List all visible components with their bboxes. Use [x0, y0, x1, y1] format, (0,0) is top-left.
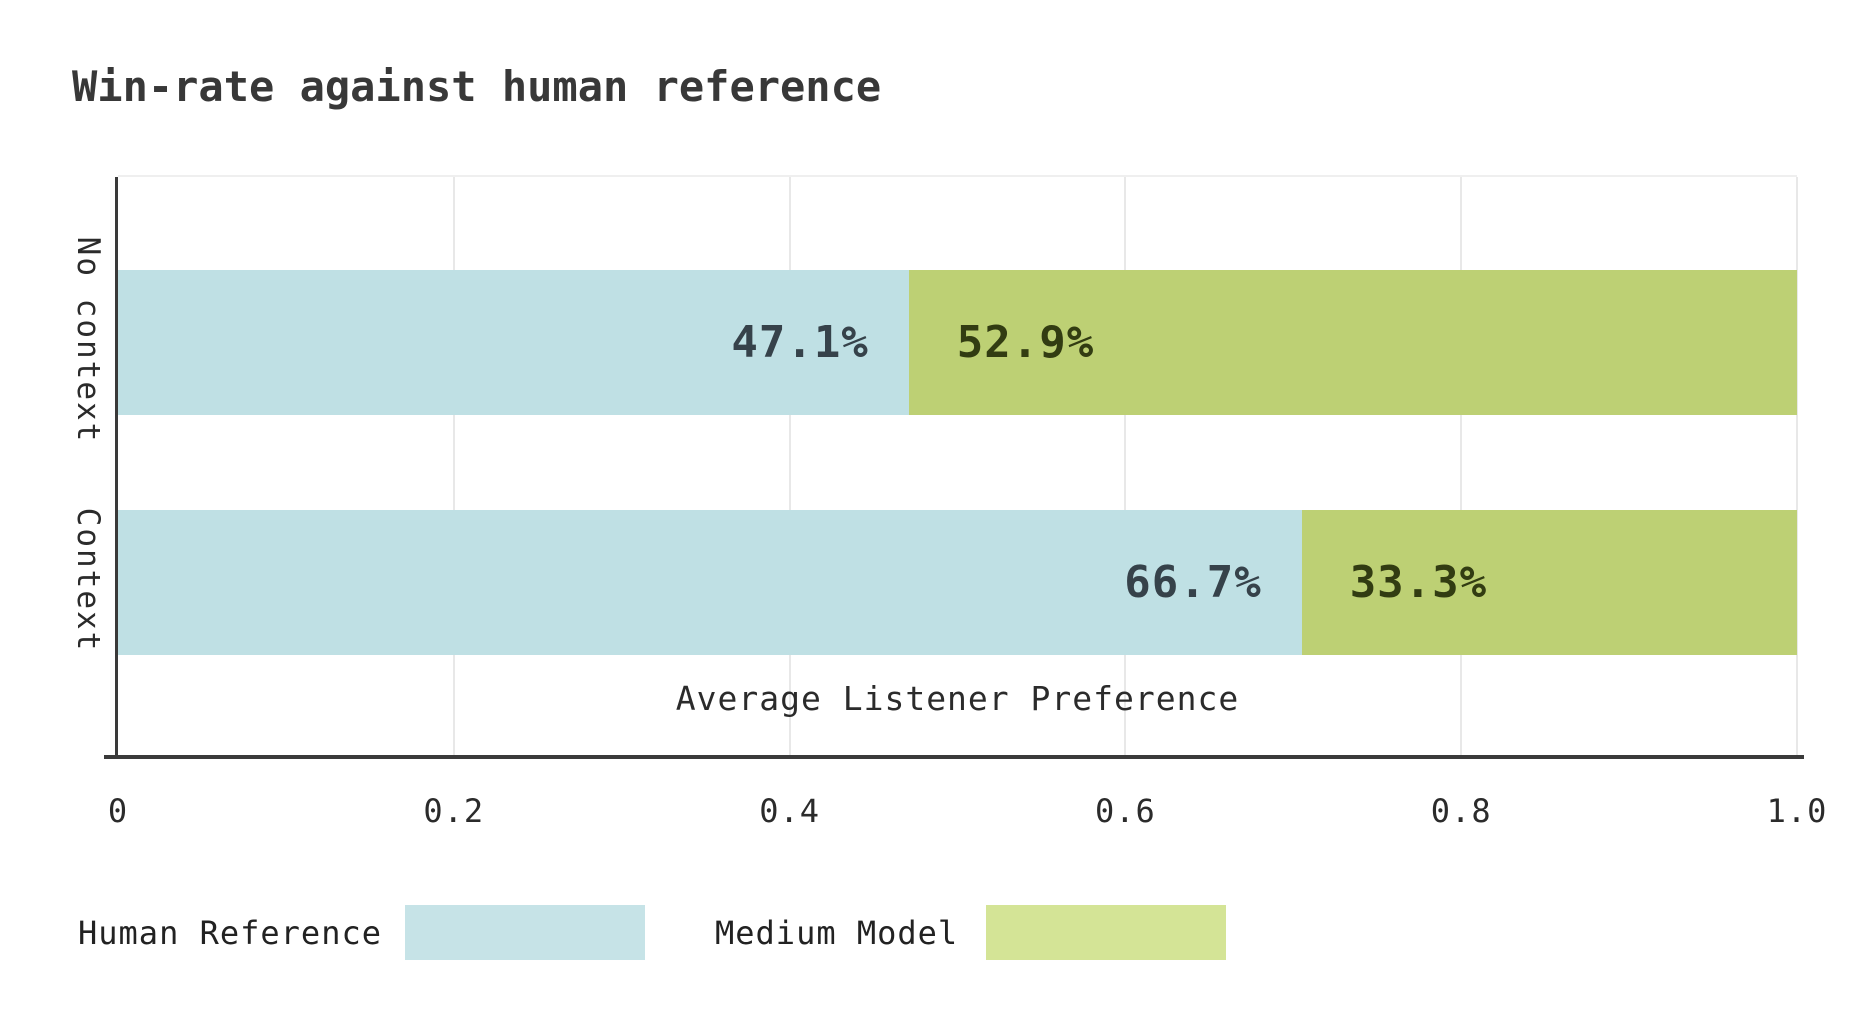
x-axis-spine	[104, 755, 1804, 759]
legend-label-human-reference: Human Reference	[78, 913, 382, 952]
legend-label-medium-model: Medium Model	[715, 913, 959, 952]
bar-segment-human-reference: 66.7%	[118, 510, 1302, 655]
x-tick-label-1.0: 1.0	[1766, 792, 1828, 830]
bar-row-no-context: 47.1% 52.9%	[118, 270, 1797, 415]
grid-line	[452, 177, 455, 755]
legend-swatch-human-reference	[405, 905, 645, 960]
plot-area: 47.1% 52.9% 66.7% 33.3% Average Listener Pr…	[104, 175, 1804, 759]
x-axis-label: Average Listener Preference	[675, 679, 1240, 718]
x-tick-label-0.8: 0.8	[1430, 792, 1492, 830]
grid-line	[1796, 177, 1798, 755]
y-tick-label-no-context: No context	[70, 236, 106, 444]
y-tick-label-context: Context	[70, 507, 106, 653]
bar-value-label: 66.7%	[1124, 557, 1262, 608]
x-tick-label-0.6: 0.6	[1094, 792, 1156, 830]
chart-title: Win-rate against human reference	[72, 62, 882, 111]
y-axis-spine	[115, 177, 118, 757]
x-tick-label-0.4: 0.4	[759, 792, 820, 830]
grid-line	[788, 177, 791, 755]
bar-value-label: 33.3%	[1349, 557, 1488, 608]
grid-line	[1460, 177, 1463, 755]
legend-swatch-medium-model	[986, 905, 1226, 960]
bar-value-label: 47.1%	[731, 317, 869, 368]
bar-row-context: 66.7% 33.3%	[118, 510, 1797, 655]
x-tick-label-0.2: 0.2	[423, 792, 485, 830]
bar-value-label: 52.9%	[956, 317, 1095, 368]
bar-segment-human-reference: 47.1%	[118, 270, 909, 415]
bar-segment-medium-model: 52.9%	[908, 270, 1797, 415]
bar-segment-medium-model: 33.3%	[1301, 510, 1797, 655]
x-tick-label-0: 0	[107, 792, 129, 830]
grid-line	[1124, 177, 1127, 755]
